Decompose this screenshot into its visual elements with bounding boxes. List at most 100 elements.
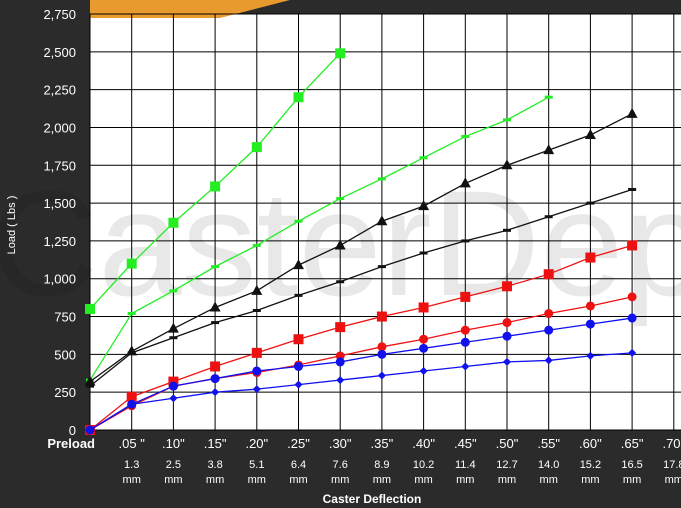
series-8-point <box>211 388 220 397</box>
series-7-point <box>252 366 262 376</box>
x-tick-mm-unit: mm <box>164 474 182 486</box>
series-5-point <box>293 334 304 345</box>
x-tick-label: .15" <box>204 436 227 451</box>
x-tick-mm-unit: mm <box>206 474 224 486</box>
series-2-point <box>377 177 386 181</box>
x-tick-label: .55" <box>537 436 560 451</box>
x-tick-mm-value: 10.2 <box>413 459 434 471</box>
series-4-point <box>628 187 637 191</box>
x-tick-mm-unit: mm <box>414 474 432 486</box>
series-8-point <box>252 385 261 394</box>
series-3-point <box>543 144 555 155</box>
series-5-point <box>126 391 137 402</box>
series-5-line <box>89 244 633 431</box>
x-tick-mm-unit: mm <box>665 474 681 486</box>
series-2-line <box>89 96 550 381</box>
x-tick-label: .70" <box>662 436 681 451</box>
x-tick-mm-unit: mm <box>123 474 141 486</box>
series-8-point <box>336 376 345 385</box>
x-tick-mm-unit: mm <box>581 474 599 486</box>
series-4-point <box>336 280 345 284</box>
series-1-point <box>293 92 304 103</box>
x-tick-mm-value: 8.9 <box>374 459 389 471</box>
series-8-point <box>377 371 386 380</box>
series-2-point <box>461 135 470 139</box>
x-tick-label: .20" <box>245 436 268 451</box>
x-tick-label: .45" <box>454 436 477 451</box>
series-4-point <box>461 239 470 243</box>
y-tick-label: 1,000 <box>43 272 76 287</box>
series-7-point <box>585 319 595 329</box>
x-tick-mm-value: 15.2 <box>580 459 601 471</box>
series-5-point <box>210 361 221 372</box>
series-3-point <box>459 177 471 188</box>
x-tick-mm-value: 14.0 <box>538 459 559 471</box>
y-tick-label: 500 <box>54 347 76 362</box>
series-7-point <box>627 313 637 323</box>
x-tick-mm-value: 17.8 <box>663 459 681 471</box>
series-6-point <box>585 301 595 311</box>
series-3-point <box>167 322 179 333</box>
x-tick-mm-value: 3.8 <box>207 459 222 471</box>
series-8-point <box>628 348 637 357</box>
series-7-point <box>460 337 470 347</box>
series-2-point <box>169 289 178 293</box>
series-8-point <box>503 357 511 366</box>
series-4-point <box>586 201 595 205</box>
series-7-line <box>89 317 633 431</box>
series-5-point <box>251 347 262 358</box>
series-7-point <box>502 331 512 341</box>
x-tick-mm-value: 7.6 <box>333 459 348 471</box>
series-4-point <box>211 321 220 325</box>
series-4-line <box>89 188 633 387</box>
series-4-point <box>294 293 303 297</box>
series-2-point <box>503 118 511 122</box>
series-1-point <box>126 258 137 269</box>
x-tick-label: .35" <box>371 436 394 451</box>
series-5-point <box>543 269 554 280</box>
series-3-point <box>334 239 346 250</box>
x-tick-mm-value: 16.5 <box>621 459 642 471</box>
x-tick-mm-value: 12.7 <box>496 459 517 471</box>
x-tick-label: .60" <box>579 436 602 451</box>
series-4-point <box>252 308 261 312</box>
series-1-point <box>335 48 346 59</box>
series-5-point <box>335 322 346 333</box>
series-1-point <box>251 142 262 153</box>
series-5-point <box>627 240 638 251</box>
series-4-point <box>544 215 553 219</box>
series-8-point <box>461 362 470 371</box>
series-5-point <box>460 291 471 302</box>
y-tick-label: 1,250 <box>43 234 76 249</box>
series-8-point <box>419 367 428 376</box>
x-tick-label: .65" <box>621 436 644 451</box>
series-3-line <box>89 113 633 383</box>
y-tick-label: 2,750 <box>43 7 76 22</box>
series-5-point <box>168 376 179 387</box>
series-8-point <box>127 400 136 409</box>
x-tick-mm-value: 1.3 <box>124 459 139 471</box>
x-tick-mm-unit: mm <box>331 474 349 486</box>
series-6-point <box>377 342 387 352</box>
series-4-point <box>503 228 511 232</box>
series-3-point <box>293 259 304 270</box>
series-2-point <box>127 312 136 316</box>
series-7-point <box>210 374 220 384</box>
x-tick-mm-unit: mm <box>498 474 516 486</box>
y-tick-label: 1,750 <box>43 158 76 173</box>
y-axis-title: Load ( Lbs ) <box>6 196 18 255</box>
x-tick-mm-unit: mm <box>373 474 391 486</box>
series-3-point <box>501 159 513 170</box>
series-4-point <box>86 384 94 388</box>
x-tick-label: .30" <box>329 436 352 451</box>
series-3-point <box>376 215 388 226</box>
series-7-point <box>294 361 303 371</box>
series-7-point <box>377 349 387 359</box>
series-8-point <box>544 356 553 365</box>
series-8-point <box>294 380 303 389</box>
x-axis-title: Caster Deflection <box>323 492 422 506</box>
x-tick-label: .05 " <box>119 436 146 451</box>
series-2-point <box>294 219 303 223</box>
x-tick-mm-value: 6.4 <box>291 459 306 471</box>
